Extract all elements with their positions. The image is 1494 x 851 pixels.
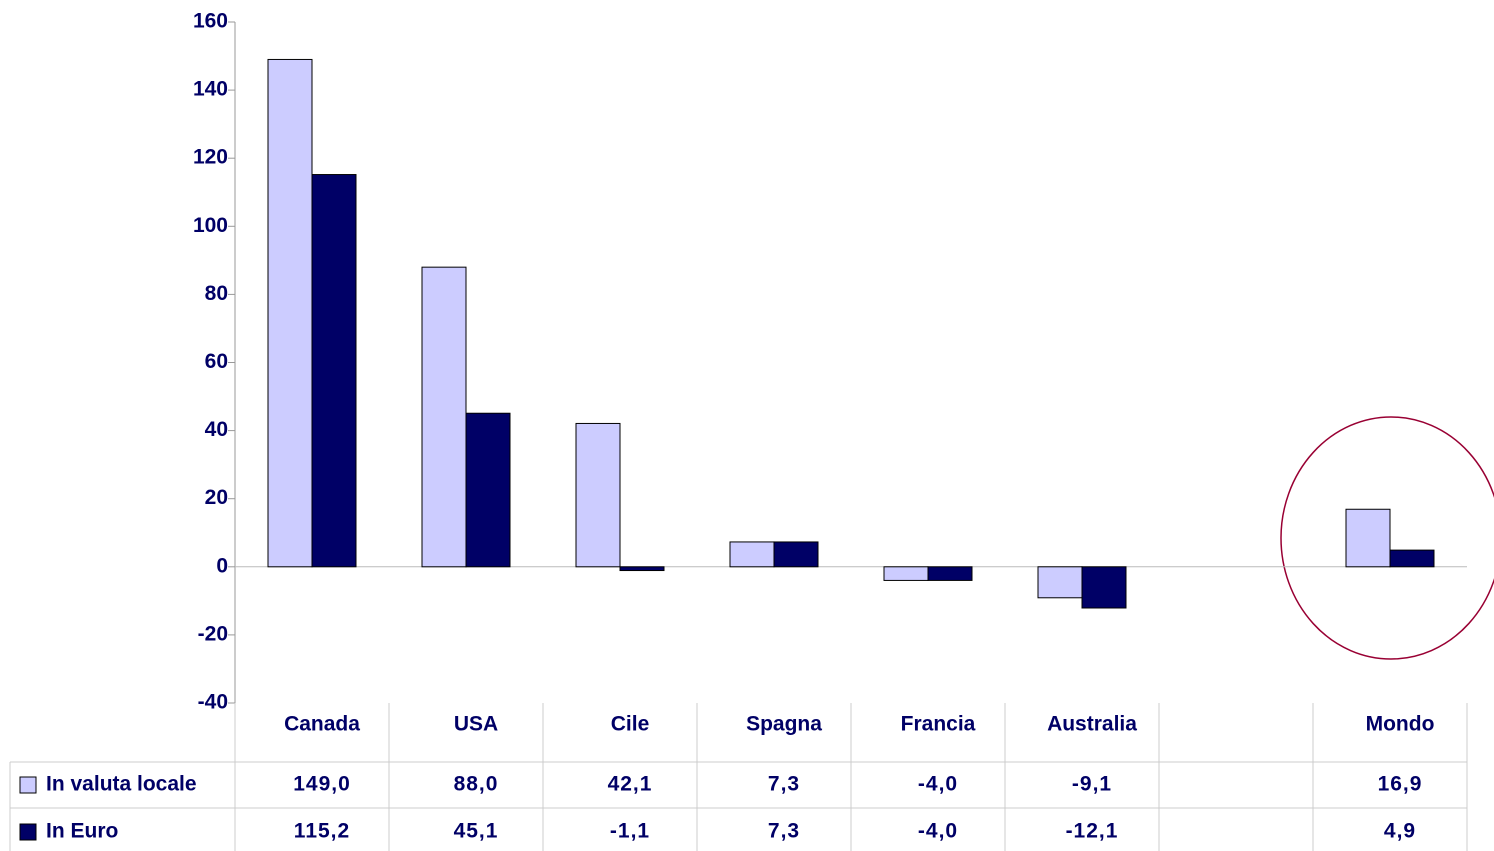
x-tick-label: Australia — [1047, 713, 1137, 736]
bar — [421, 266, 467, 568]
bar — [773, 541, 819, 568]
table-value: 88,0 — [454, 773, 499, 796]
x-tick-label: Cile — [611, 713, 650, 736]
table-value: -4,0 — [918, 773, 958, 796]
table-value: -12,1 — [1066, 820, 1119, 843]
x-tick-label: Francia — [901, 713, 976, 736]
x-tick-label: Canada — [284, 713, 360, 736]
y-tick-label: -40 — [198, 691, 228, 714]
table-value: -1,1 — [610, 820, 650, 843]
bar — [311, 174, 357, 568]
legend-swatch — [19, 823, 37, 841]
bar — [883, 566, 929, 581]
y-tick-label: 100 — [193, 214, 228, 237]
table-value: 42,1 — [608, 773, 653, 796]
y-tick-label: 60 — [205, 350, 228, 373]
y-tick-label: -20 — [198, 622, 228, 645]
table-value: 45,1 — [454, 820, 499, 843]
table-value: 7,3 — [768, 773, 800, 796]
y-tick-label: 20 — [205, 486, 228, 509]
bar — [1037, 566, 1083, 599]
legend-label: In valuta locale — [46, 773, 197, 796]
table-value: -4,0 — [918, 820, 958, 843]
bar — [267, 58, 313, 568]
x-tick-label: Spagna — [746, 713, 822, 736]
table-value: 149,0 — [293, 773, 351, 796]
bar — [1081, 566, 1127, 609]
y-tick-label: 0 — [216, 554, 228, 577]
y-tick-label: 140 — [193, 78, 228, 101]
table-value: 115,2 — [294, 820, 350, 843]
y-tick-label: 80 — [205, 282, 228, 305]
table-value: -9,1 — [1072, 773, 1112, 796]
legend-swatch — [19, 776, 37, 794]
x-tick-label: USA — [454, 713, 498, 736]
y-tick-label: 40 — [205, 418, 228, 441]
table-value: 7,3 — [768, 820, 800, 843]
bar — [1389, 549, 1435, 568]
y-tick-label: 160 — [193, 10, 228, 33]
y-tick-label: 120 — [193, 146, 228, 169]
legend-label: In Euro — [46, 820, 118, 843]
bar — [927, 566, 973, 581]
bar — [1345, 508, 1391, 568]
bar — [465, 412, 511, 568]
highlight-circle — [1280, 416, 1494, 660]
bar — [729, 541, 775, 568]
x-tick-label: Mondo — [1366, 713, 1435, 736]
table-value: 16,9 — [1378, 773, 1423, 796]
bar — [619, 566, 665, 572]
bar — [575, 422, 621, 568]
table-value: 4,9 — [1384, 820, 1416, 843]
